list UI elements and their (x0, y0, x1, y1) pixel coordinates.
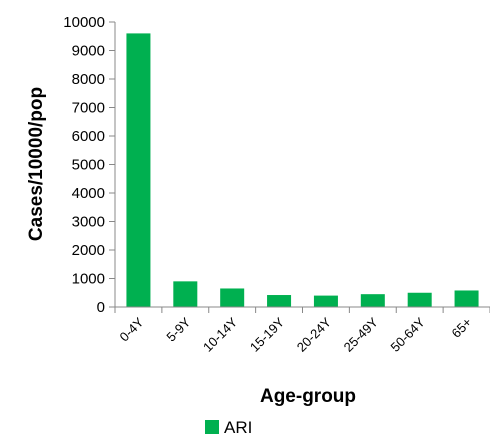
x-axis-ticks: 0-4Y 5-9Y 10-14Y 15-19Y 20-24Y 25-49Y 50-64Y 65… (114, 307, 490, 355)
x-tick-label: 15-19Y (247, 314, 287, 354)
y-axis-title: Cases/10000/pop (26, 87, 47, 241)
legend-swatch (205, 420, 219, 434)
y-tick-label: 8000 (72, 71, 105, 88)
bar (220, 288, 245, 307)
bars (126, 33, 479, 308)
bar (126, 33, 151, 308)
y-tick-label: 7000 (72, 100, 105, 117)
y-tick-label: 1000 (72, 271, 105, 288)
y-tick-label: 4000 (72, 185, 105, 202)
x-tick-label: 50-64Y (388, 314, 428, 354)
y-tick-label: 3000 (72, 214, 105, 231)
legend-label: ARI (224, 418, 252, 437)
bar (407, 292, 432, 307)
y-tick-label: 6000 (72, 128, 105, 145)
y-tick-label: 10000 (63, 14, 105, 31)
x-axis-title: Age-group (260, 386, 356, 407)
x-tick-label: 65+ (448, 315, 474, 341)
x-tick-label: 0-4Y (117, 314, 147, 344)
bar (454, 290, 479, 307)
x-tick-label: 10-14Y (200, 314, 240, 354)
bar (173, 281, 198, 307)
y-tick-label: 5000 (72, 157, 105, 174)
y-tick-label: 2000 (72, 242, 105, 259)
bar (313, 295, 338, 307)
y-tick-label: 9000 (72, 43, 105, 60)
bar (267, 295, 292, 307)
y-tick-label: 0 (97, 299, 105, 316)
x-tick-label: 20-24Y (294, 314, 334, 354)
axes (114, 22, 490, 308)
x-tick-label: 5-9Y (163, 314, 193, 344)
legend: ARI (205, 418, 252, 437)
x-tick-label: 25-49Y (341, 314, 381, 354)
bar (360, 294, 385, 307)
y-axis-ticks: 0 1000 2000 3000 4000 5000 6000 7000 8000 9000 100… (63, 14, 115, 316)
